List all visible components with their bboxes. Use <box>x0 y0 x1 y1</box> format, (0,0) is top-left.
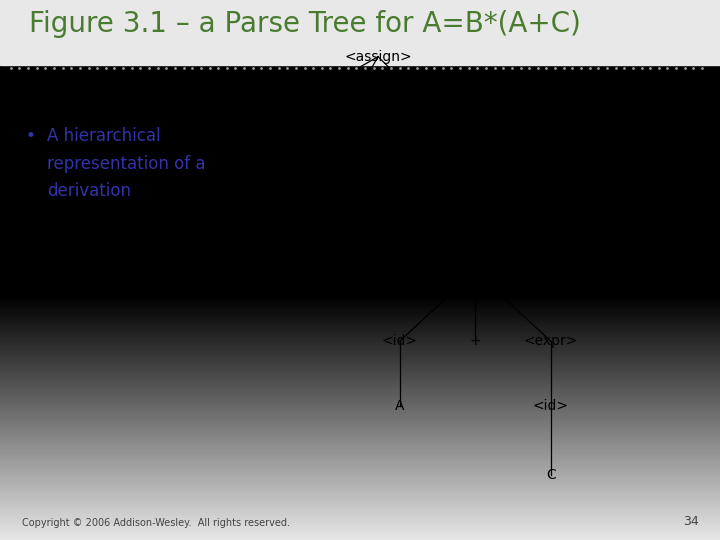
Text: <id>: <id> <box>238 120 274 134</box>
Text: C: C <box>546 468 556 482</box>
Text: •: • <box>25 127 35 145</box>
Text: *: * <box>414 192 421 206</box>
Text: <expr>: <expr> <box>448 264 503 278</box>
Text: (: ( <box>397 264 402 278</box>
Text: A hierarchical
representation of a
derivation: A hierarchical representation of a deriv… <box>47 127 205 200</box>
Text: <id>: <id> <box>533 399 569 413</box>
Text: =: = <box>333 120 344 134</box>
Text: A: A <box>395 399 405 413</box>
Text: Copyright © 2006 Addison-Wesley.  All rights reserved.: Copyright © 2006 Addison-Wesley. All rig… <box>22 518 289 528</box>
Text: 34: 34 <box>683 515 698 528</box>
Text: <id>: <id> <box>320 192 356 206</box>
Text: <expr>: <expr> <box>473 192 528 206</box>
Text: Figure 3.1 – a Parse Tree for A=B*(A+C): Figure 3.1 – a Parse Tree for A=B*(A+C) <box>29 10 580 38</box>
Text: A: A <box>251 185 261 199</box>
Text: <id>: <id> <box>382 334 418 348</box>
Text: ): ) <box>548 264 554 278</box>
Text: <assign>: <assign> <box>344 50 412 64</box>
Text: <expr>: <expr> <box>423 120 477 134</box>
Bar <box>0 0 720 65</box>
Text: +: + <box>469 334 481 348</box>
Text: <expr>: <expr> <box>523 334 578 348</box>
Text: B: B <box>333 256 343 271</box>
